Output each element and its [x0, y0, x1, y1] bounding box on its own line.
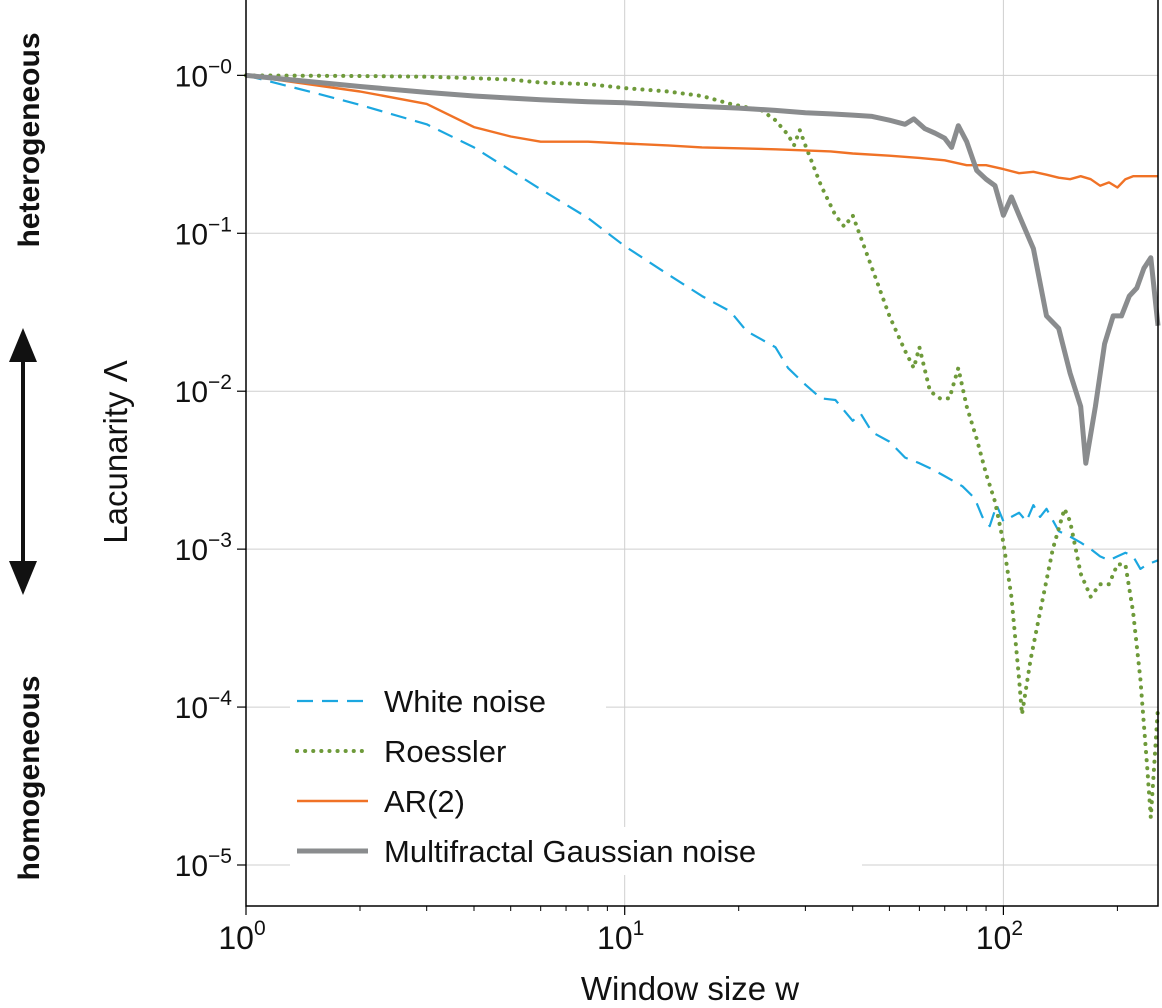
heterogeneous-label: heterogeneous: [13, 32, 46, 248]
y-tick-label: 10−4: [175, 687, 233, 725]
plot-frame: [245, 0, 1159, 907]
legend-label: Roessler: [384, 734, 506, 769]
legend-label: White noise: [384, 684, 546, 719]
x-tick-label: 101: [597, 917, 644, 956]
y-axis-title: Lacunarity Λ: [97, 360, 134, 543]
double-arrow-icon: [9, 328, 37, 595]
x-tick-label: 102: [976, 917, 1023, 956]
y-tick-label: 10−2: [175, 371, 232, 409]
y-tick-label: 10−3: [175, 529, 232, 567]
arrow-head-down: [9, 561, 37, 595]
series-line-ar-2: [245, 74, 1158, 189]
series-line-multifractal-gaussian-noise: [245, 72, 1161, 466]
y-tick-label: 10−1: [175, 213, 232, 251]
x-tick-label: 100: [218, 917, 265, 956]
ticks: [359, 906, 1118, 911]
legend-label: AR(2): [384, 784, 465, 819]
homogeneous-label: homogeneous: [13, 675, 46, 881]
y-tick-label: 10−0: [175, 55, 232, 93]
legend-label: Multifractal Gaussian noise: [384, 834, 756, 869]
series-group: [244, 72, 1161, 820]
legend-entry-bg: [290, 727, 558, 775]
legend-entry-bg: [290, 827, 862, 875]
arrow-head-up: [9, 328, 37, 362]
legend: White noise Roessler AR(2) Multifractal Gau…: [290, 677, 862, 875]
series-line-white-noise: [245, 74, 1159, 570]
x-axis-title: Window size w: [581, 970, 799, 1007]
y-tick-label: 10−5: [175, 845, 232, 883]
legend-entry-bg: [290, 677, 606, 725]
